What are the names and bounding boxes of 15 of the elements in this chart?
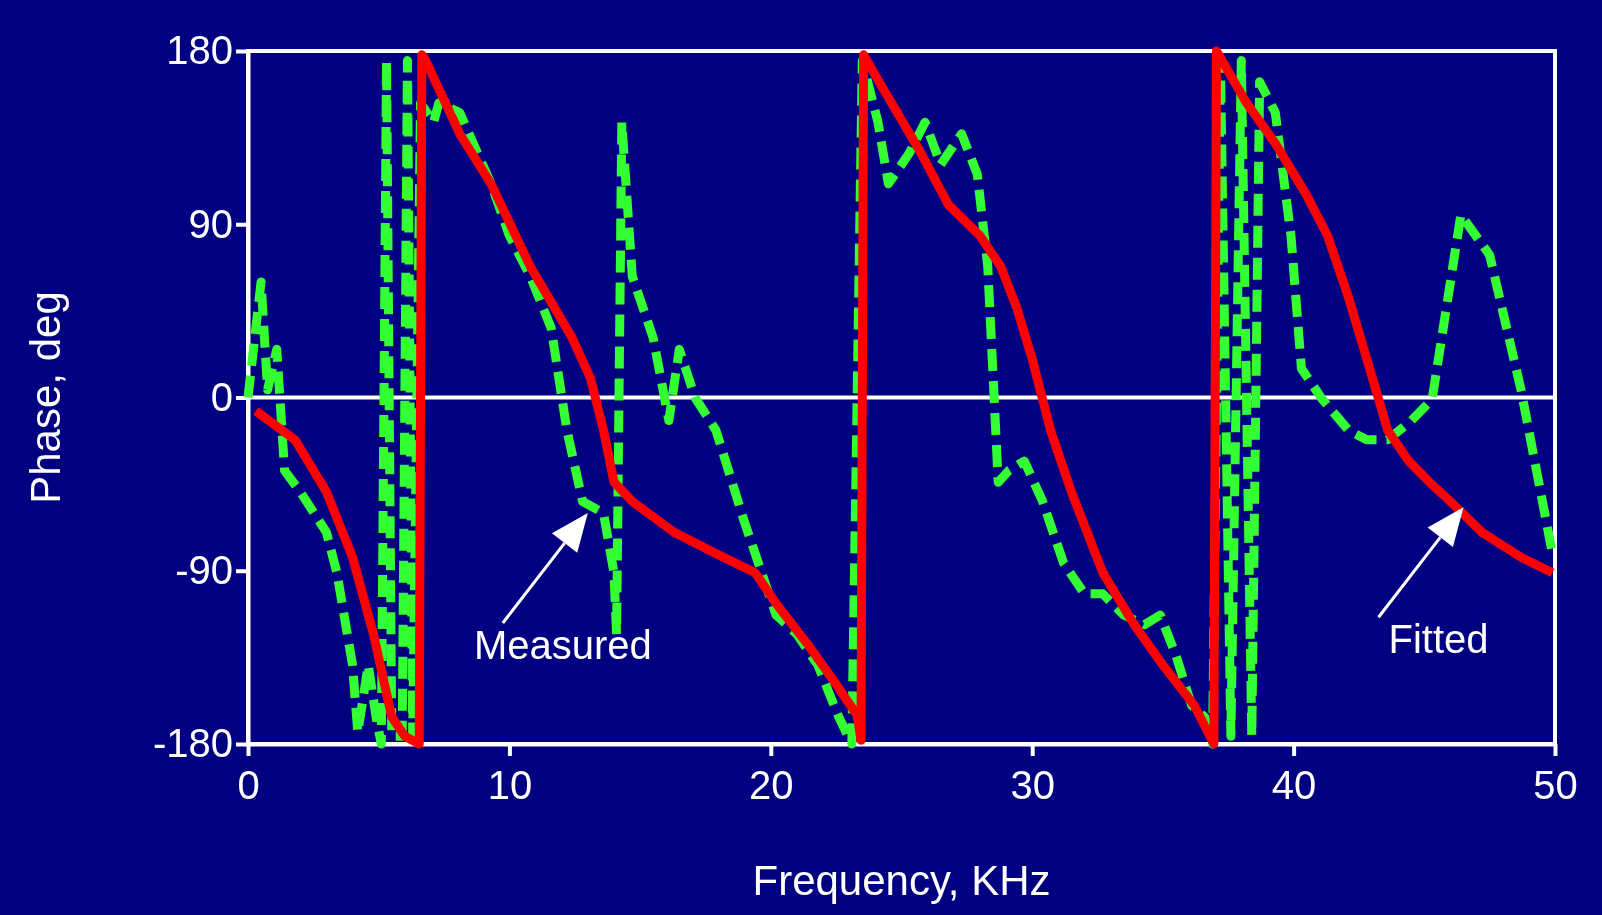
y-tick-label: 90: [188, 201, 233, 246]
x-axis-title: Frequency, KHz: [752, 857, 1051, 904]
x-tick-label: 20: [749, 763, 794, 807]
x-tick-label: 50: [1533, 763, 1578, 807]
y-tick-label: 180: [166, 28, 233, 73]
annotation: Fitted: [1388, 617, 1489, 662]
y-tick-label: -90: [175, 548, 233, 593]
x-tick-label: 40: [1271, 763, 1317, 807]
y-axis-title: Phase, deg: [22, 291, 69, 504]
x-tick-label: 30: [1010, 763, 1055, 807]
annotation: Measured: [473, 623, 652, 667]
y-tick-label: -180: [152, 721, 233, 766]
x-tick-label: 0: [237, 763, 260, 807]
y-tick-label: 0: [210, 374, 233, 419]
x-tick-label: 10: [487, 763, 533, 807]
